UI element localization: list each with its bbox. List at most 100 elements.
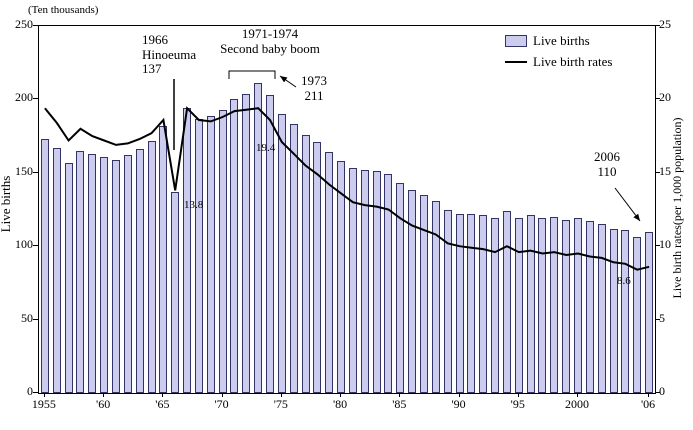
left-tick-mark-50 — [33, 318, 38, 320]
bar-1974 — [266, 95, 274, 393]
right-tick-label-10: 10 — [659, 237, 671, 252]
right-tick-label-20: 20 — [659, 90, 671, 105]
left-tick-mark-200 — [33, 98, 38, 100]
bar-1998 — [550, 216, 559, 393]
bar-1969 — [206, 115, 215, 393]
x-tick-mark-65 — [162, 393, 164, 397]
x-tick-mark-85 — [399, 393, 401, 397]
live-birth-rate-line — [44, 106, 650, 271]
legend-line-swatch — [505, 60, 527, 63]
x-tick-mark-90 — [458, 393, 460, 397]
left-tick-mark-150 — [33, 171, 38, 173]
bar-1999 — [562, 219, 571, 393]
bar-1980 — [337, 161, 346, 393]
x-tick-label-60: '60 — [96, 397, 111, 411]
bar-1995 — [514, 218, 523, 393]
x-tick-label-75: '75 — [273, 397, 288, 411]
x-tick-label-80: '80 — [332, 397, 348, 411]
annotation-second-baby-boom: 1971-1974 Second baby boom — [220, 26, 320, 56]
legend-label-live-birth-rates: Live birth rates — [533, 53, 613, 69]
x-tick-mark-1955 — [43, 393, 45, 397]
right-tick-label-5: 5 — [659, 310, 665, 325]
right-tick-label-0: 0 — [659, 384, 665, 398]
right-tick-mark-10 — [655, 245, 660, 247]
bar-1986 — [408, 190, 417, 393]
annotation-1966-hinoeuma: 1966 Hinoeuma 137 — [142, 32, 197, 77]
left-tick-label-50: 50 — [21, 310, 33, 325]
legend-item-live-births: Live births — [505, 30, 612, 51]
left-tick-mark-100 — [33, 245, 38, 247]
bar-1994 — [502, 211, 511, 393]
bar-1972 — [242, 93, 251, 393]
bar-1993 — [491, 218, 500, 393]
x-tick-mark-95 — [517, 393, 519, 397]
plot-area — [38, 25, 656, 394]
bar-2002 — [597, 224, 606, 393]
x-tick-mark-75 — [280, 393, 282, 397]
rate-label-13-8: 13.8 — [184, 199, 204, 211]
bar-1979 — [325, 152, 334, 393]
legend-label-live-births: Live births — [533, 32, 590, 48]
bar-1964 — [147, 140, 156, 393]
right-tick-label-15: 15 — [659, 163, 671, 178]
left-tick-label-200: 200 — [15, 90, 33, 105]
bar-2005 — [633, 237, 642, 393]
left-axis-unit-label: (Ten thousands) — [28, 4, 99, 16]
bar-1976 — [289, 124, 298, 393]
legend-item-live-birth-rates: Live birth rates — [505, 51, 612, 72]
bar-1982 — [360, 169, 369, 393]
annotation-2006-value: 2006 110 — [594, 149, 620, 179]
legend-bar-swatch — [505, 34, 527, 47]
bar-1960 — [100, 156, 109, 393]
right-tick-mark-0 — [655, 392, 660, 393]
x-tick-mark-60 — [103, 393, 105, 397]
bar-1987 — [420, 194, 428, 393]
bar-1966 — [171, 191, 180, 393]
left-axis-title: Live births — [0, 175, 13, 233]
bar-1965 — [159, 125, 168, 393]
bar-1977 — [301, 134, 310, 393]
x-tick-mark-06 — [648, 393, 650, 397]
x-tick-label-70: '70 — [214, 397, 229, 411]
x-tick-label-90: '90 — [451, 397, 466, 411]
bar-1984 — [384, 174, 393, 393]
left-tick-label-0: 0 — [27, 384, 33, 398]
right-tick-mark-25 — [655, 25, 660, 26]
bar-1961 — [112, 159, 120, 393]
x-tick-mark-80 — [340, 393, 342, 397]
bar-1990 — [455, 213, 464, 393]
x-tick-label-06: '06 — [640, 397, 656, 411]
rate-line-layer — [44, 106, 650, 271]
bar-1957 — [64, 162, 73, 393]
x-tick-label-85: '85 — [392, 397, 407, 411]
x-tick-mark-70 — [221, 393, 223, 397]
bar-1958 — [76, 150, 85, 393]
bar-1997 — [538, 218, 547, 393]
bar-1973 — [254, 83, 263, 393]
x-tick-label-1955: 1955 — [31, 397, 56, 411]
bar-1978 — [313, 142, 322, 393]
live-births-bars-layer — [39, 26, 655, 393]
bar-1988 — [431, 200, 440, 393]
legend: Live births Live birth rates — [505, 30, 612, 72]
bar-1992 — [479, 215, 488, 393]
bar-1971 — [230, 99, 239, 393]
right-tick-label-25: 25 — [659, 17, 671, 31]
right-tick-mark-5 — [655, 318, 660, 320]
rate-label-8-6: 8.6 — [617, 275, 631, 287]
bar-1981 — [348, 168, 357, 393]
bar-2004 — [621, 230, 630, 393]
bar-1959 — [88, 153, 97, 393]
bar-1989 — [443, 209, 452, 393]
bar-1963 — [135, 149, 144, 393]
bar-2003 — [609, 228, 618, 393]
bar-1975 — [277, 114, 286, 393]
rate-label-19-4: 19.4 — [256, 142, 276, 154]
left-tick-mark-0 — [33, 392, 38, 393]
bar-1955 — [40, 139, 49, 393]
bar-1983 — [372, 171, 381, 393]
bar-2001 — [585, 221, 594, 393]
left-tick-label-100: 100 — [15, 237, 33, 252]
left-tick-label-150: 150 — [15, 163, 33, 178]
bar-2000 — [574, 218, 582, 393]
